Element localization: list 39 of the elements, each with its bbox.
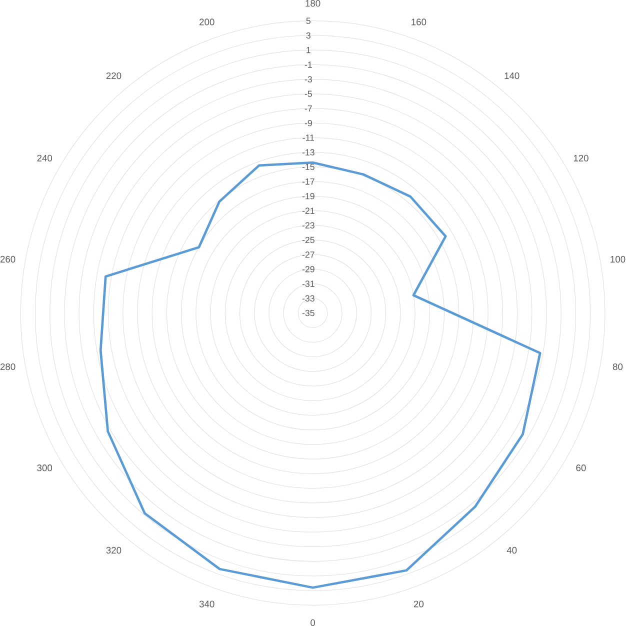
y-tick-label: -9 [305, 120, 312, 126]
y-tick-label: -33 [302, 295, 315, 302]
spoke-label: 320 [106, 546, 122, 554]
spoke-label: 20 [414, 600, 424, 608]
spoke-label: 60 [576, 464, 586, 472]
spoke-label: 340 [200, 600, 215, 608]
spoke-label: 220 [106, 72, 122, 80]
y-tick-label: -11 [302, 134, 314, 141]
spoke-label: 0 [310, 619, 316, 626]
spoke-label: 140 [504, 72, 520, 80]
y-tick-label: -29 [302, 266, 315, 272]
spoke-label: 120 [574, 154, 589, 162]
y-tick-label: 3 [306, 32, 311, 39]
spoke-label: 280 [0, 363, 16, 370]
y-tick-label: 5 [306, 18, 311, 24]
y-tick-label: -21 [302, 208, 315, 214]
spoke-label: 40 [507, 546, 517, 554]
y-tick-label: -7 [305, 105, 312, 112]
spoke-label: 300 [37, 464, 52, 472]
y-tick-label: -25 [302, 236, 315, 244]
spoke-label: 80 [613, 363, 623, 370]
y-tick-label: -19 [302, 193, 315, 200]
y-tick-label: -27 [302, 251, 315, 258]
spoke-label: 260 [0, 256, 16, 263]
y-tick-label: -35 [302, 310, 315, 316]
y-tick-label: -13 [302, 149, 315, 156]
y-tick-label: -31 [302, 280, 315, 287]
y-tick-label: -5 [305, 90, 312, 97]
y-tick-label: -3 [305, 76, 312, 82]
spoke-label: 100 [610, 256, 626, 263]
y-tick-label: -17 [302, 178, 315, 185]
spoke-label: 240 [37, 154, 52, 162]
spoke-label: 160 [412, 18, 426, 26]
y-tick-label: 1 [306, 47, 311, 54]
y-tick-label: -23 [302, 222, 315, 228]
spoke-label: 200 [200, 18, 215, 26]
spoke-label: 180 [306, 0, 320, 7]
y-tick-label: -15 [302, 164, 315, 170]
y-tick-label: -1 [305, 62, 312, 68]
